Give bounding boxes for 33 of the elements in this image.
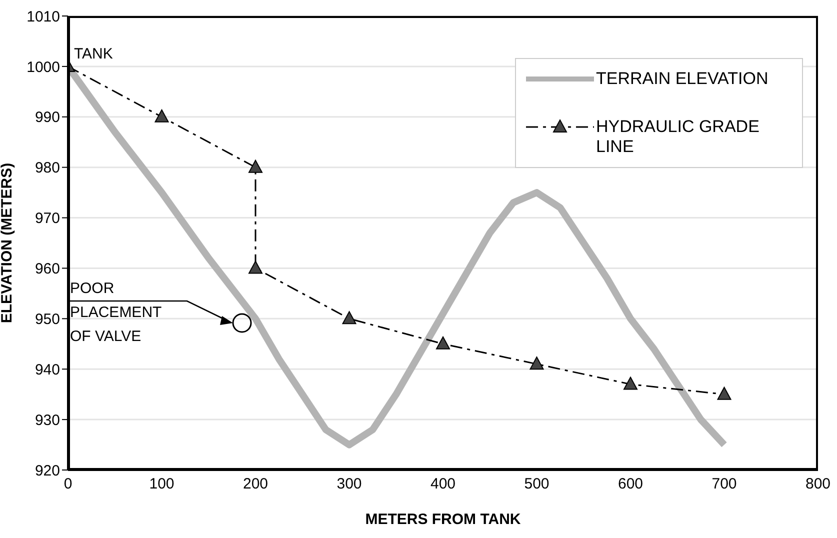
point [717,386,732,400]
point [154,109,169,122]
y-tick-label: 1000 [26,58,60,76]
point [342,311,356,324]
point [624,376,638,390]
y-tick-label: 990 [34,109,60,126]
point [248,160,262,173]
y-tick-label: 970 [34,210,60,228]
y-tick-label: 980 [34,160,60,177]
point [248,260,262,274]
y-tick-label: 920 [34,462,60,480]
y-axis-title: ELEVATION (METERS) [0,162,16,324]
point [436,336,450,350]
legend-label: HYDRAULIC GRADE LINE [596,117,760,157]
y-tick-label: 930 [34,412,60,429]
x-tick-label: 400 [430,476,456,493]
x-axis-title: METERS FROM TANK [365,511,521,528]
x-tick-label: 0 [64,476,72,493]
annotation: POOR PLACEMENT OF VALVE [70,280,162,345]
point [530,356,544,370]
x-tick-label: 800 [805,476,831,493]
y-tick-label: 950 [34,310,60,328]
x-tick-label: 100 [149,476,174,493]
legend-label: TERRAIN ELEVATION [596,69,768,89]
x-tick-label: 500 [524,476,550,493]
y-tick-label: 1010 [26,8,60,26]
x-tick-label: 700 [712,476,737,493]
y-tick-label: 940 [34,361,60,378]
x-tick-label: 600 [618,476,644,493]
x-tick-label: 200 [242,476,268,493]
x-tick-label: 300 [336,476,362,493]
annotation: TANK [74,45,113,62]
y-tick-label: 960 [34,260,60,278]
